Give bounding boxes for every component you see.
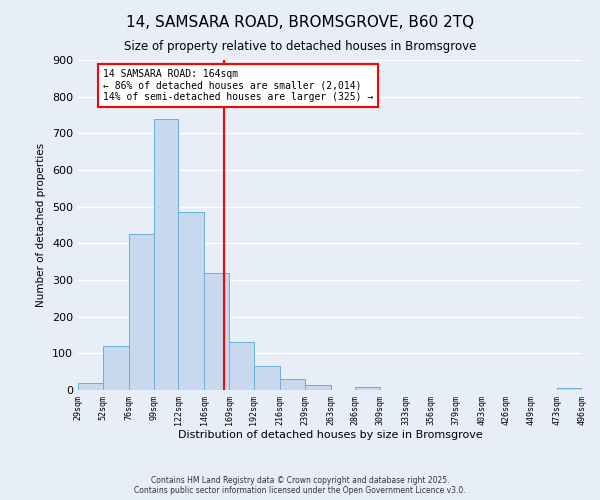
X-axis label: Distribution of detached houses by size in Bromsgrove: Distribution of detached houses by size …	[178, 430, 482, 440]
Text: Size of property relative to detached houses in Bromsgrove: Size of property relative to detached ho…	[124, 40, 476, 53]
Bar	[229, 342, 254, 390]
Bar	[154, 118, 178, 390]
Bar	[355, 387, 380, 390]
Text: Contains HM Land Registry data © Crown copyright and database right 2025.
Contai: Contains HM Land Registry data © Crown c…	[134, 476, 466, 495]
Bar	[305, 384, 331, 390]
Bar	[78, 382, 103, 390]
Text: 14, SAMSARA ROAD, BROMSGROVE, B60 2TQ: 14, SAMSARA ROAD, BROMSGROVE, B60 2TQ	[126, 15, 474, 30]
Text: 14 SAMSARA ROAD: 164sqm
← 86% of detached houses are smaller (2,014)
14% of semi: 14 SAMSARA ROAD: 164sqm ← 86% of detache…	[103, 69, 373, 102]
Y-axis label: Number of detached properties: Number of detached properties	[37, 143, 46, 307]
Bar	[557, 388, 582, 390]
Bar	[204, 272, 229, 390]
Bar	[178, 212, 204, 390]
Bar	[280, 379, 305, 390]
Bar	[129, 234, 154, 390]
Bar	[254, 366, 280, 390]
Bar	[103, 346, 129, 390]
